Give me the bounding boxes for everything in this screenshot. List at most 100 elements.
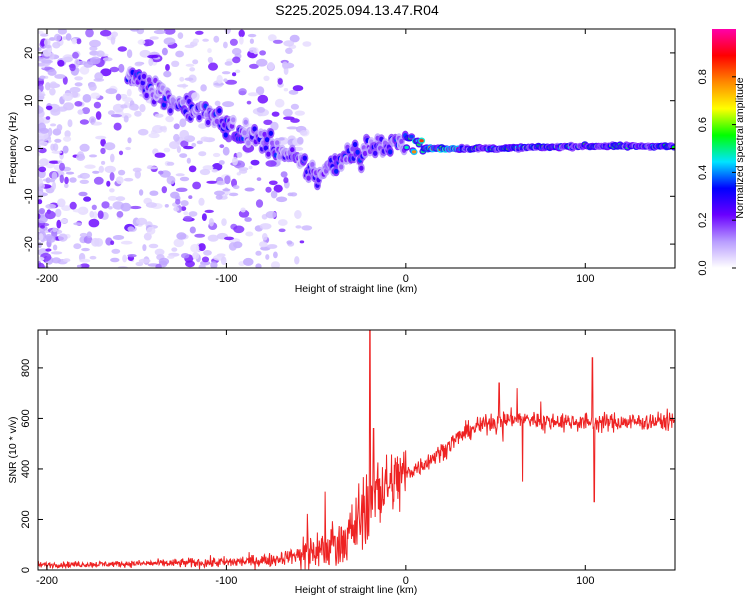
heatmap-cell (259, 241, 268, 248)
heatmap-cell (233, 225, 245, 234)
heatmap-cell (43, 38, 51, 47)
heatmap-cell (101, 160, 106, 165)
heatmap-cell (212, 163, 223, 171)
heatmap-cell (278, 228, 286, 233)
heatmap-cell (86, 231, 93, 238)
heatmap-cell (283, 40, 295, 47)
heatmap-cell (88, 83, 97, 91)
heatmap-cell (38, 93, 46, 97)
heatmap-cell (236, 151, 243, 158)
heatmap-cell (45, 82, 51, 91)
heatmap-cell (288, 89, 299, 95)
heatmap-cell (161, 102, 167, 108)
heatmap-cell (220, 256, 227, 266)
heatmap-cell (109, 172, 115, 181)
heatmap-cell (38, 105, 44, 114)
heatmap-cell (243, 257, 254, 266)
heatmap-cell (192, 181, 202, 190)
heatmap-cell (102, 57, 113, 62)
heatmap-cell (334, 168, 339, 174)
heatmap-cell (164, 204, 169, 208)
spectrogram-y-tick-label: 10 (23, 95, 35, 107)
heatmap-cell (232, 156, 238, 166)
heatmap-cell (62, 258, 71, 263)
heatmap-cell (302, 41, 312, 47)
heatmap-cell (198, 151, 207, 157)
heatmap-cell (101, 201, 110, 209)
colorbar-tick-label: 0.2 (697, 213, 709, 228)
snr-frame (37, 329, 676, 571)
heatmap-cell (286, 126, 299, 130)
heatmap-cell (146, 77, 152, 83)
snr-x-tick-label: 100 (576, 575, 594, 587)
heatmap-cell (177, 32, 184, 39)
heatmap-cell (215, 194, 223, 200)
heatmap-cell (84, 164, 96, 169)
heatmap-cell (249, 38, 254, 44)
heatmap-cell (38, 199, 43, 205)
heatmap-cell (268, 130, 274, 136)
heatmap-cell (126, 88, 132, 97)
heatmap-cell (171, 60, 180, 67)
heatmap-cell (52, 41, 61, 49)
spectrogram-heatmap (38, 29, 675, 268)
heatmap-cell (214, 190, 225, 196)
heatmap-cell (127, 137, 132, 144)
heatmap-cell (112, 235, 125, 240)
heatmap-cell (290, 192, 298, 197)
heatmap-cell (111, 31, 118, 38)
heatmap-cell (72, 51, 79, 59)
heatmap-cell (181, 253, 190, 259)
heatmap-cell (57, 59, 65, 67)
heatmap-cell (104, 142, 116, 151)
heatmap-cell (179, 118, 187, 128)
heatmap-cell (262, 233, 268, 241)
heatmap-cell (79, 143, 90, 152)
heatmap-cell (205, 119, 211, 125)
heatmap-cell (231, 47, 242, 56)
heatmap-cell (143, 232, 152, 241)
colorbar-tick-label: 0.8 (697, 69, 709, 84)
heatmap-cell (95, 50, 105, 57)
heatmap-cell (218, 160, 225, 165)
heatmap-cell (280, 171, 288, 178)
heatmap-cell (252, 126, 257, 132)
heatmap-cell (67, 119, 73, 128)
heatmap-cell (242, 130, 247, 136)
heatmap-cell (404, 145, 409, 150)
heatmap-cell (173, 123, 180, 130)
heatmap-cell (74, 101, 83, 107)
heatmap-cell (228, 192, 239, 197)
heatmap-cell (142, 39, 154, 47)
heatmap-cell (192, 59, 199, 65)
heatmap-cell (45, 116, 51, 120)
heatmap-cell (213, 82, 225, 86)
heatmap-cell (283, 88, 289, 92)
heatmap-cell (255, 250, 262, 256)
heatmap-cell (208, 62, 218, 71)
heatmap-cell (100, 68, 112, 77)
figure-title: S225.2025.094.13.47.R04 (275, 2, 439, 18)
heatmap-cell (54, 138, 62, 143)
heatmap-cell (82, 107, 90, 115)
heatmap-cell (49, 81, 58, 89)
heatmap-cell (126, 49, 133, 59)
heatmap-cell (116, 211, 124, 218)
heatmap-cell (162, 125, 168, 133)
heatmap-cell (59, 162, 65, 171)
snr-x-tick-label: 0 (403, 575, 409, 587)
heatmap-cell (95, 111, 102, 120)
heatmap-cell (90, 56, 101, 65)
heatmap-cell (249, 63, 259, 69)
heatmap-cell (310, 161, 315, 168)
heatmap-cell (69, 63, 76, 72)
heatmap-cell (198, 243, 206, 252)
snr-x-tick-label: -100 (215, 575, 237, 587)
heatmap-cell (55, 208, 62, 218)
heatmap-cell (180, 206, 187, 212)
heatmap-cell (51, 171, 58, 181)
heatmap-cell (188, 211, 198, 217)
heatmap-cell (292, 85, 304, 92)
heatmap-cell (355, 149, 360, 155)
